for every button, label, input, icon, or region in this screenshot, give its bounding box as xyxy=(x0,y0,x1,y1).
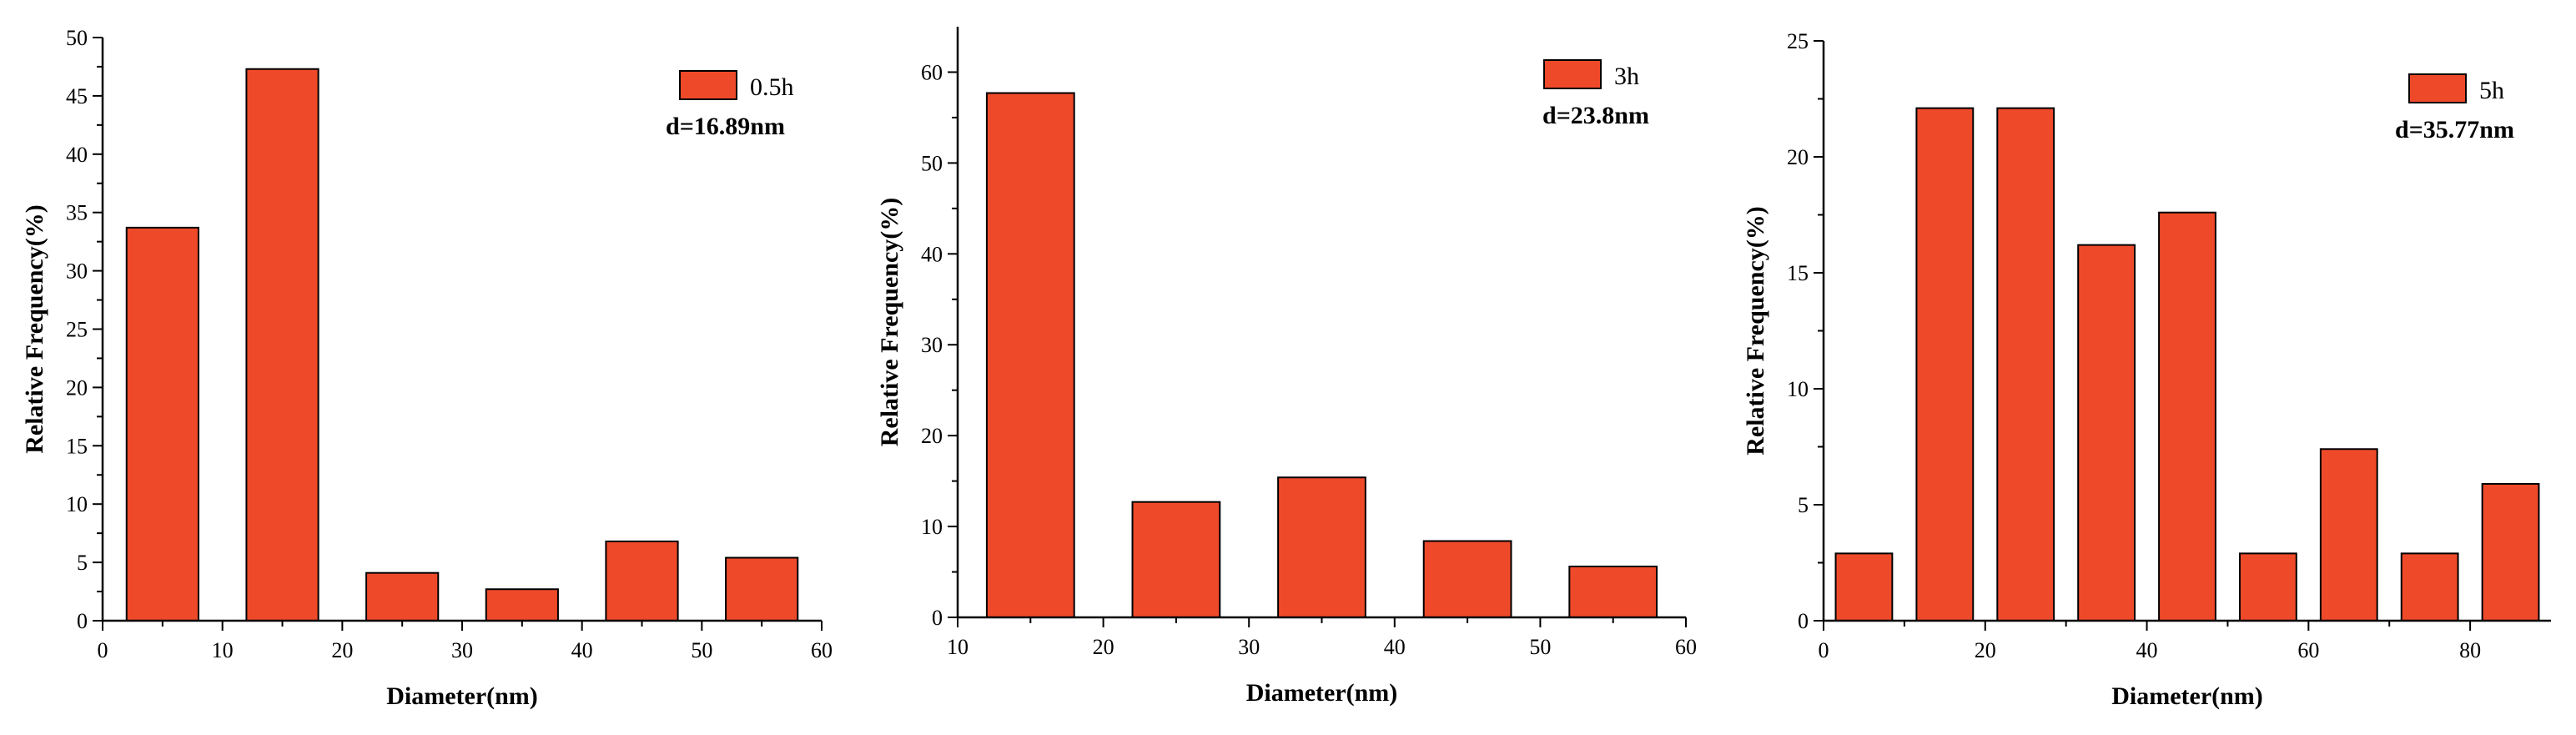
bar-1-1 xyxy=(125,226,199,622)
chart-panel-3: 0 20 40 60 80 0 5 10 15 20 25 Diameter(nm) Relative … xyxy=(1742,29,2551,710)
x-tick-label: 60 xyxy=(2297,638,2319,662)
bar-2-5 xyxy=(1568,566,1658,618)
y-tick-label: 45 xyxy=(66,84,88,108)
y-tick-label: 50 xyxy=(921,151,943,175)
x-tick-label: 20 xyxy=(1975,638,1996,662)
y-tick-label: 30 xyxy=(921,333,943,357)
chart-panel-2: 10 20 30 40 50 600102030405060Diameter(nm)Rel… xyxy=(876,27,1697,707)
y-tick-label: 0 xyxy=(1798,609,1809,633)
bar-1-3 xyxy=(365,571,440,622)
legend-swatch xyxy=(2408,73,2467,103)
mean-diameter-annotation: d=16.89nm xyxy=(666,113,785,140)
bar-2-2 xyxy=(1131,501,1221,618)
x-axis-title: Diameter(nm) xyxy=(386,682,538,710)
x-tick-label: 40 xyxy=(1384,635,1406,659)
y-tick-label: 5 xyxy=(77,551,88,575)
bar-1-2 xyxy=(245,68,319,622)
x-tick-label: 30 xyxy=(451,638,473,662)
bar-1-4 xyxy=(485,588,559,622)
y-tick-label: 15 xyxy=(1787,261,1809,285)
x-tick-label: 50 xyxy=(1529,635,1551,659)
y-tick-label: 10 xyxy=(66,492,88,516)
y-axis-title: Relative Frequency(%) xyxy=(876,198,903,447)
bar-2-4 xyxy=(1422,540,1512,619)
legend-label: 5h xyxy=(2479,77,2504,104)
y-tick-label: 30 xyxy=(66,259,88,284)
y-tick-label: 40 xyxy=(66,143,88,167)
x-tick-label: 50 xyxy=(691,638,712,662)
bar-3-8 xyxy=(2400,552,2459,622)
bar-3-7 xyxy=(2319,448,2378,622)
y-tick-label: 40 xyxy=(921,242,943,266)
mean-diameter-annotation: d=35.77nm xyxy=(2395,116,2514,143)
bar-3-1 xyxy=(1834,552,1894,622)
bar-1-6 xyxy=(725,556,799,622)
bar-3-2 xyxy=(1915,107,1975,622)
mean-diameter-annotation: d=23.8nm xyxy=(1542,102,1649,129)
y-tick-label: 15 xyxy=(66,434,88,458)
legend-swatch xyxy=(679,70,737,100)
bar-3-6 xyxy=(2238,552,2297,622)
y-tick-label: 0 xyxy=(932,606,943,630)
legend-swatch xyxy=(1543,59,1602,89)
legend-label: 3h xyxy=(1614,63,1639,90)
x-tick-label: 40 xyxy=(571,638,593,662)
bar-3-3 xyxy=(1996,107,2055,622)
x-axis-title: Diameter(nm) xyxy=(1246,679,1398,707)
x-tick-label: 40 xyxy=(2136,638,2158,662)
y-tick-label: 25 xyxy=(66,318,88,342)
bar-3-4 xyxy=(2077,244,2136,622)
x-tick-label: 20 xyxy=(331,638,353,662)
bar-3-5 xyxy=(2158,211,2216,622)
y-tick-label: 60 xyxy=(921,60,943,84)
legend-label: 0.5h xyxy=(750,73,794,101)
x-tick-label: 0 xyxy=(98,638,108,662)
bar-2-3 xyxy=(1277,476,1366,619)
y-tick-label: 10 xyxy=(921,515,943,539)
x-axis-title: Diameter(nm) xyxy=(2111,682,2263,710)
x-tick-label: 0 xyxy=(1819,638,1829,662)
y-axis-title: Relative Frequency(%) xyxy=(21,204,48,454)
y-tick-label: 10 xyxy=(1787,377,1809,401)
x-tick-label: 20 xyxy=(1093,635,1114,659)
x-tick-label: 10 xyxy=(212,638,234,662)
y-tick-label: 0 xyxy=(77,609,88,633)
y-tick-label: 20 xyxy=(921,424,943,448)
y-axis-title: Relative Frequency(%) xyxy=(1742,206,1769,456)
y-tick-label: 20 xyxy=(1787,145,1809,169)
y-tick-label: 50 xyxy=(66,26,88,50)
bar-1-5 xyxy=(605,540,679,622)
x-tick-label: 30 xyxy=(1238,635,1260,659)
chart-panel-1: 0 10 20 30 40 50 60 0 5 10 15 20 25 30 35 40 45 50 Diamete… xyxy=(21,26,833,710)
x-tick-label: 60 xyxy=(1675,635,1697,659)
y-tick-label: 20 xyxy=(66,375,88,400)
bar-2-1 xyxy=(985,92,1075,618)
y-tick-label: 35 xyxy=(66,201,88,225)
x-tick-label: 80 xyxy=(2459,638,2481,662)
y-tick-label: 25 xyxy=(1787,29,1809,53)
bar-3-9 xyxy=(2481,482,2540,622)
x-tick-label: 10 xyxy=(947,635,969,659)
y-tick-label: 5 xyxy=(1798,493,1809,517)
x-tick-label: 60 xyxy=(811,638,833,662)
